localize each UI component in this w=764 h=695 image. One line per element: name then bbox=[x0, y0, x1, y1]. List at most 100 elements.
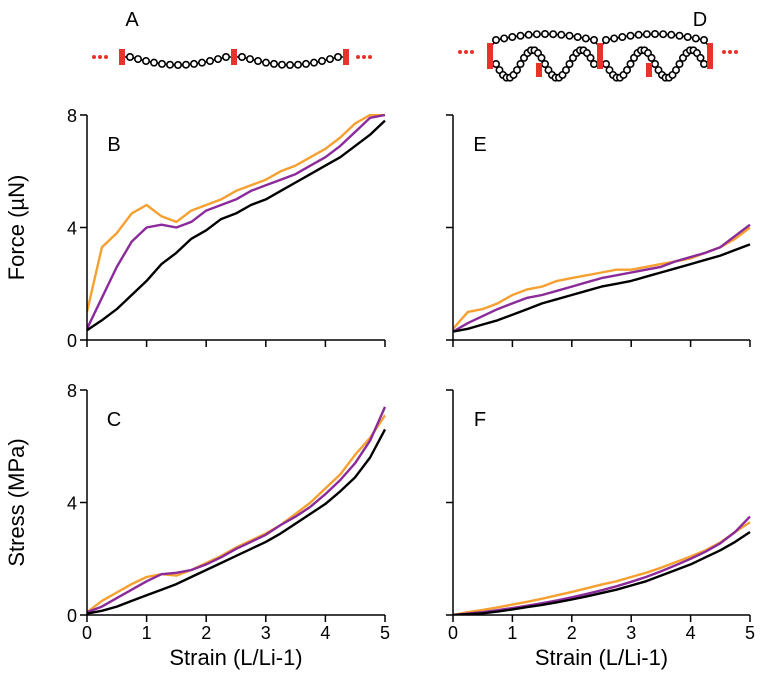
crosslink bbox=[119, 49, 125, 65]
bead bbox=[589, 59, 598, 68]
y-tick-label: 0 bbox=[67, 606, 77, 626]
bead bbox=[214, 55, 223, 64]
panel: 0 4 8 B Force (µN) bbox=[4, 106, 386, 351]
bead bbox=[650, 59, 659, 68]
x-tick-label: 3 bbox=[626, 623, 636, 643]
dot bbox=[356, 55, 360, 59]
bead bbox=[142, 56, 151, 65]
crosslink bbox=[487, 43, 493, 69]
bead bbox=[581, 34, 590, 43]
bead bbox=[500, 34, 509, 43]
dot bbox=[92, 55, 96, 59]
bead bbox=[601, 59, 610, 68]
dot bbox=[362, 55, 366, 59]
dot bbox=[458, 50, 462, 54]
bead bbox=[589, 35, 598, 44]
bead bbox=[309, 58, 318, 67]
x-tick-label: 0 bbox=[448, 623, 458, 643]
y-tick-label: 8 bbox=[67, 106, 77, 126]
bead bbox=[301, 59, 310, 68]
bead bbox=[540, 59, 549, 68]
line bbox=[87, 406, 387, 614]
bead bbox=[699, 35, 708, 44]
bead bbox=[198, 58, 207, 67]
bead bbox=[565, 59, 574, 68]
bead bbox=[150, 58, 159, 67]
dot bbox=[368, 55, 372, 59]
panel-label: B bbox=[107, 134, 120, 156]
x-tick-label: 0 bbox=[82, 623, 92, 643]
dot bbox=[464, 50, 468, 54]
panel-label: A bbox=[125, 9, 139, 31]
y-tick-label: 8 bbox=[67, 381, 77, 401]
x-tick-label: 5 bbox=[745, 623, 755, 643]
panel-label: E bbox=[473, 134, 486, 156]
dot bbox=[734, 50, 738, 54]
bead bbox=[618, 32, 627, 41]
y-axis-label: Force (µN) bbox=[4, 175, 29, 281]
bead bbox=[325, 55, 334, 64]
bead bbox=[537, 53, 546, 62]
bead bbox=[524, 30, 533, 39]
bead bbox=[601, 35, 610, 44]
bead bbox=[254, 56, 263, 65]
bead bbox=[134, 55, 143, 64]
line bbox=[453, 223, 751, 333]
crosslink bbox=[707, 43, 713, 69]
bead bbox=[206, 56, 215, 65]
bead bbox=[610, 34, 619, 43]
bead bbox=[696, 53, 705, 62]
dot bbox=[104, 55, 108, 59]
bead bbox=[699, 59, 708, 68]
bead bbox=[647, 53, 656, 62]
y-tick-label: 4 bbox=[67, 494, 77, 514]
bead bbox=[166, 60, 175, 69]
x-tick-label: 2 bbox=[567, 623, 577, 643]
bead bbox=[626, 31, 635, 40]
bead bbox=[573, 32, 582, 41]
x-tick-label: 4 bbox=[320, 623, 330, 643]
bead bbox=[238, 52, 247, 61]
x-axis-label: Strain (L/Li-1) bbox=[535, 645, 668, 670]
bead bbox=[549, 30, 558, 39]
panel-label: F bbox=[474, 409, 486, 431]
bead bbox=[675, 31, 684, 40]
panel: 0 1 2 3 4 5 0 4 8 C Stress (MPa) Strain (L/Li-1) bbox=[4, 381, 390, 670]
x-tick-label: 1 bbox=[507, 623, 517, 643]
bead bbox=[561, 66, 570, 75]
panel: 0 1 2 3 4 5 F Strain (L/Li-1) bbox=[446, 389, 755, 670]
bead bbox=[158, 59, 167, 68]
line bbox=[87, 428, 387, 615]
bead bbox=[557, 30, 566, 39]
y-axis-label: Stress (MPa) bbox=[4, 438, 29, 566]
bead bbox=[277, 60, 286, 69]
bead bbox=[491, 59, 500, 68]
crosslink bbox=[231, 49, 237, 65]
bead bbox=[659, 30, 668, 39]
bead bbox=[634, 30, 643, 39]
bead bbox=[540, 29, 549, 38]
bead bbox=[246, 55, 255, 64]
x-tick-label: 5 bbox=[380, 623, 390, 643]
bead bbox=[642, 30, 651, 39]
bead bbox=[317, 56, 326, 65]
bead bbox=[532, 30, 541, 39]
line bbox=[87, 119, 386, 332]
bead bbox=[285, 60, 294, 69]
bead bbox=[683, 32, 692, 41]
line bbox=[87, 114, 386, 330]
line bbox=[453, 515, 751, 615]
dot bbox=[98, 55, 102, 59]
x-tick-label: 2 bbox=[201, 623, 211, 643]
bead bbox=[516, 59, 525, 68]
bead bbox=[261, 58, 270, 67]
bead bbox=[691, 34, 700, 43]
bead bbox=[650, 29, 659, 38]
line bbox=[87, 114, 385, 313]
bead bbox=[293, 60, 302, 69]
crosslink bbox=[343, 49, 349, 65]
bead bbox=[671, 66, 680, 75]
line bbox=[87, 414, 387, 614]
panel-label: D bbox=[693, 9, 707, 31]
